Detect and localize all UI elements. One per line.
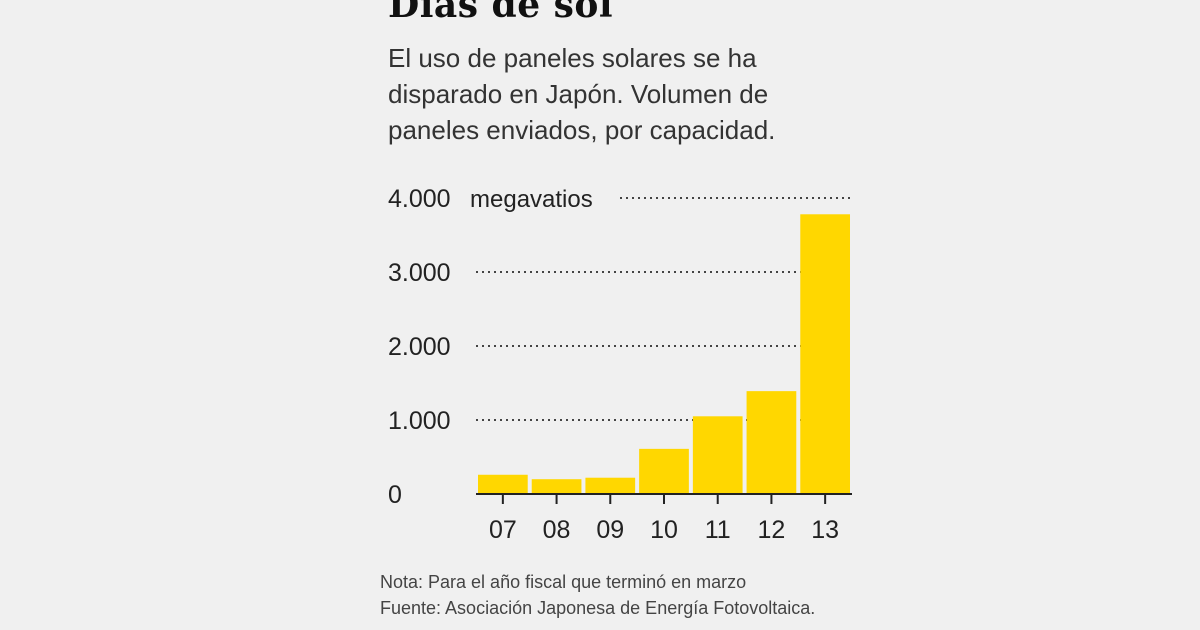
- bar: [478, 474, 528, 494]
- subtitle-line-3: paneles enviados, por capacidad.: [388, 115, 776, 145]
- bar: [639, 448, 689, 494]
- subtitle-line-2: disparado en Japón. Volumen de: [388, 79, 769, 109]
- x-tick-label: 12: [758, 516, 786, 544]
- x-tick-label: 11: [705, 516, 731, 544]
- bar: [692, 416, 743, 494]
- bar: [800, 214, 850, 494]
- bar: [585, 477, 636, 494]
- x-tick-label: 09: [596, 516, 624, 544]
- x-tick-label: 08: [543, 516, 571, 544]
- y-tick-label: 1.000: [388, 407, 451, 435]
- note-text: Nota: Para el año fiscal que terminó en …: [380, 572, 747, 592]
- x-tick-label: 13: [811, 516, 839, 544]
- y-tick-label: 3.000: [388, 259, 451, 287]
- x-tick-label: 07: [489, 516, 517, 544]
- chart-subtitle: El uso de paneles solares se ha disparad…: [388, 40, 858, 148]
- y-tick-label: 2.000: [388, 333, 451, 361]
- bar: [531, 479, 582, 494]
- y-tick-label: 0: [388, 481, 402, 509]
- x-tick-label: 10: [650, 516, 678, 544]
- subtitle-line-1: El uso de paneles solares se ha: [388, 43, 757, 73]
- y-tick-label: 4.000: [388, 185, 451, 213]
- unit-label: megavatios: [470, 186, 593, 213]
- source-text: Fuente: Asociación Japonesa de Energía F…: [380, 598, 816, 618]
- chart-title: Días de sol: [388, 0, 614, 26]
- bar: [746, 391, 797, 494]
